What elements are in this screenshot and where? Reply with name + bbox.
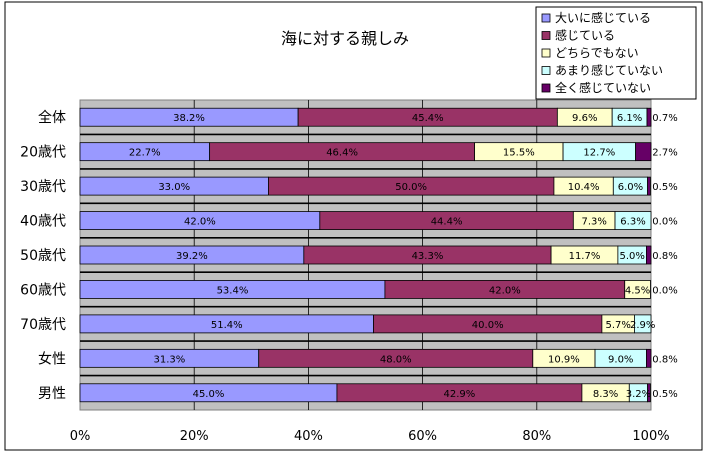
- x-tick-label: 40%: [294, 429, 323, 444]
- legend-swatch: [541, 48, 551, 58]
- data-label: 5.7%: [605, 320, 630, 331]
- bar-segment: [646, 245, 652, 265]
- category-label: 70歳代: [20, 317, 66, 333]
- data-label: 0.8%: [652, 354, 677, 365]
- bar-segment: [647, 383, 651, 403]
- x-tick-label: 20%: [180, 429, 209, 444]
- data-label: 0.5%: [652, 389, 677, 400]
- category-label: 60歳代: [20, 282, 66, 298]
- legend-label: 全く感じていない: [555, 80, 651, 95]
- data-label: 0.7%: [652, 113, 677, 124]
- data-label: 7.3%: [581, 217, 606, 228]
- bar-segment: [647, 176, 651, 196]
- data-label: 2.9%: [630, 320, 655, 331]
- data-label: 2.7%: [652, 148, 677, 159]
- data-label: 45.4%: [412, 113, 444, 124]
- category-label: 全体: [38, 109, 66, 126]
- bar-segment: [614, 211, 652, 230]
- category-label: 20歳代: [20, 145, 66, 161]
- data-label: 9.6%: [572, 113, 597, 124]
- bar-segment: [624, 280, 651, 299]
- bar-segment: [646, 348, 652, 368]
- x-tick-label: 0%: [70, 429, 91, 444]
- data-label: 5.0%: [619, 251, 644, 262]
- data-label: 0.0%: [652, 285, 677, 296]
- data-label: 6.3%: [620, 217, 645, 228]
- bar-segment: [635, 142, 652, 162]
- data-label: 31.3%: [153, 354, 185, 365]
- data-label: 50.0%: [395, 182, 427, 193]
- data-label: 15.5%: [503, 148, 535, 159]
- legend-label: どちらでもない: [555, 46, 639, 60]
- category-label: 男性: [38, 386, 66, 402]
- data-label: 46.4%: [326, 148, 358, 159]
- legend-swatch: [541, 31, 551, 40]
- data-label: 10.4%: [568, 182, 600, 193]
- data-label: 0.5%: [652, 182, 677, 193]
- data-label: 38.2%: [173, 113, 205, 124]
- legend-box: [535, 6, 697, 100]
- data-label: 42.0%: [184, 217, 216, 228]
- x-tick-label: 100%: [632, 429, 669, 444]
- data-label: 11.7%: [569, 251, 601, 262]
- data-label: 0.0%: [652, 217, 677, 228]
- chart-title: 海に対する親しみ: [281, 29, 409, 48]
- x-tick-label: 80%: [522, 429, 551, 444]
- data-label: 51.4%: [211, 320, 243, 331]
- data-label: 12.7%: [583, 148, 615, 159]
- data-labels: 38.2% 45.4% 9.6% 6.1% 0.7% 22.7% 46.4% 15.5% 12.…: [129, 113, 678, 400]
- data-label: 3.2%: [626, 389, 651, 400]
- data-label: 42.9%: [444, 389, 476, 400]
- data-label: 22.7%: [129, 148, 161, 159]
- data-label: 53.4%: [217, 285, 249, 296]
- data-label: 44.4%: [431, 217, 463, 228]
- data-label: 8.3%: [593, 389, 618, 400]
- bar-segment: [634, 314, 652, 334]
- data-label: 33.0%: [158, 182, 190, 193]
- category-label: 40歳代: [20, 214, 66, 230]
- data-label: 40.0%: [472, 320, 504, 331]
- bar-segment: [646, 107, 652, 127]
- legend-label: 感じている: [555, 28, 615, 43]
- legend-swatch: [541, 13, 551, 23]
- data-label: 10.9%: [548, 354, 580, 365]
- legend-label: 大いに感じている: [555, 10, 651, 25]
- bars: [79, 107, 652, 403]
- data-label: 9.0%: [608, 354, 633, 365]
- legend-label: あまり感じていない: [555, 63, 663, 78]
- category-label: 50歳代: [20, 248, 66, 264]
- category-label: 30歳代: [20, 179, 66, 195]
- x-tick-labels: 0% 20% 40% 60% 80% 100%: [70, 429, 670, 444]
- data-label: 6.0%: [618, 182, 643, 193]
- data-label: 42.0%: [489, 285, 521, 296]
- legend-swatch: [541, 66, 551, 75]
- data-label: 6.1%: [617, 113, 642, 124]
- data-label: 39.2%: [176, 251, 208, 262]
- category-label: 女性: [38, 350, 66, 367]
- data-label: 0.8%: [652, 251, 677, 262]
- legend-swatch: [541, 83, 551, 93]
- data-label: 43.3%: [412, 251, 444, 262]
- data-label: 4.5%: [625, 285, 650, 296]
- data-label: 45.0%: [193, 389, 225, 400]
- data-label: 48.0%: [380, 354, 412, 365]
- x-tick-label: 60%: [408, 429, 437, 444]
